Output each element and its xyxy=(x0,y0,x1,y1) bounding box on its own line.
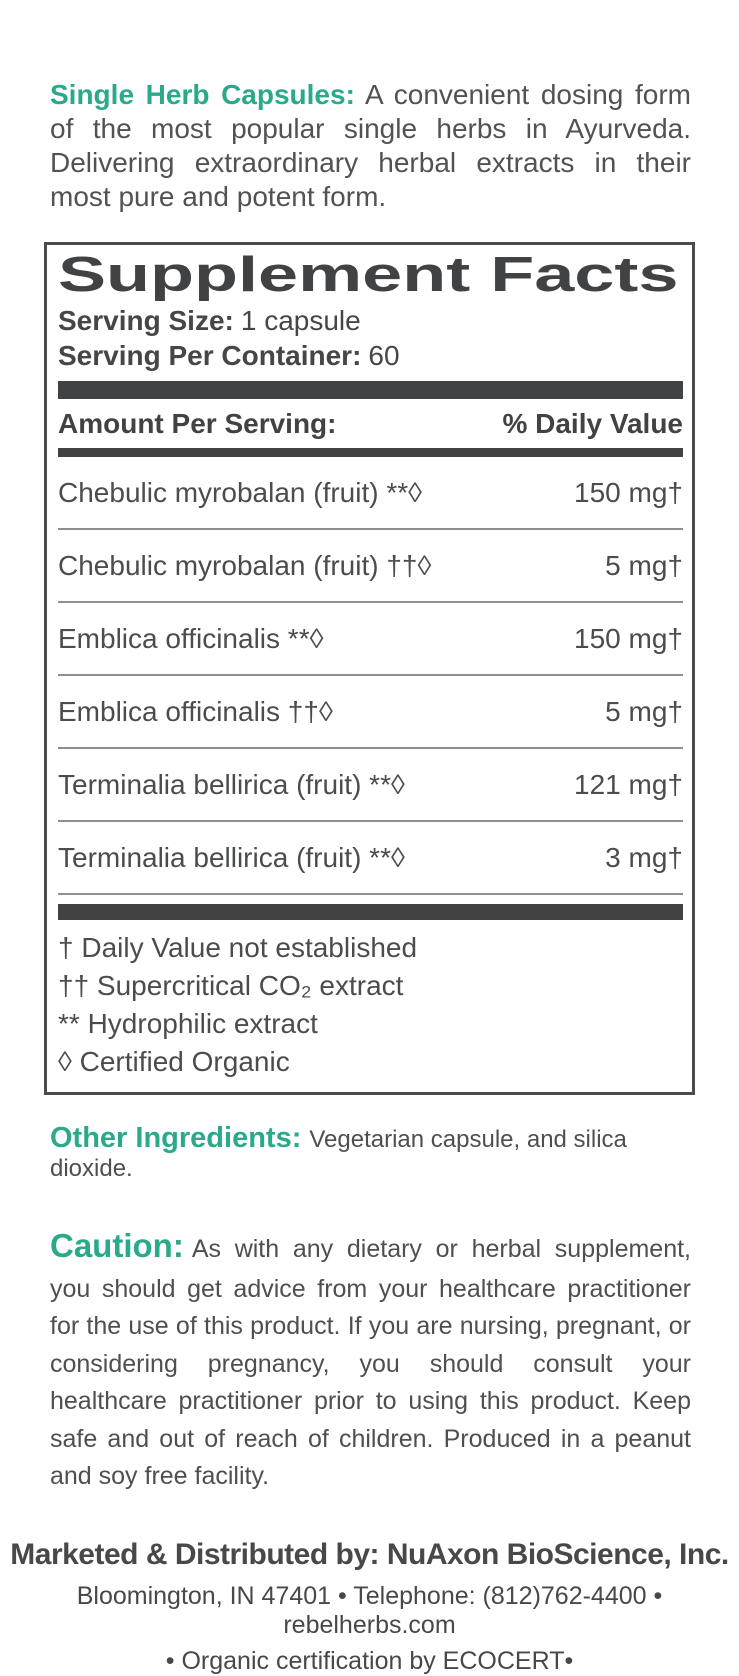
supplement-facts-title-row: Supplement Facts xyxy=(58,247,683,303)
amount-per-serving-header: Amount Per Serving: xyxy=(58,408,337,440)
caution-text: As with any dietary or herbal supplement… xyxy=(50,1235,691,1491)
intro-label: Single Herb Capsules: xyxy=(50,79,355,110)
servings-per-container-label: Serving Per Container: xyxy=(58,339,362,371)
supplement-facts-title: Supplement Facts xyxy=(58,247,679,302)
footer-block: Marketed & Distributed by: NuAxon BioSci… xyxy=(0,1538,739,1676)
other-ingredients-label: Other Ingredients: xyxy=(50,1122,302,1155)
table-row: Emblica officinalis **◊ 150 mg† xyxy=(58,603,683,677)
serving-size-label: Serving Size: xyxy=(58,304,234,336)
footnote-certified-organic: ◊ Certified Organic xyxy=(58,1045,290,1077)
footnote-daily-value: † Daily Value not established xyxy=(58,932,418,964)
table-row: Terminalia bellirica (fruit) **◊ 121 mg† xyxy=(58,749,683,823)
label-page: Single Herb Capsules: A convenient dosin… xyxy=(0,78,739,1675)
footnotes-block: † Daily Value not established †† Supercr… xyxy=(58,920,683,1084)
intro-paragraph: Single Herb Capsules: A convenient dosin… xyxy=(50,78,691,215)
divider-closing-bar xyxy=(58,904,683,921)
caution-label: Caution: xyxy=(50,1227,184,1265)
other-ingredients-paragraph: Other Ingredients: Vegetarian capsule, an… xyxy=(50,1122,691,1183)
ingredient-amount: 3 mg† xyxy=(605,842,683,874)
table-column-header: Amount Per Serving: % Daily Value xyxy=(58,399,683,448)
other-ingredients-text: Vegetarian capsule, and silica dioxide. xyxy=(50,1126,627,1183)
divider-medium-bar xyxy=(58,448,683,458)
serving-size-value: 1 capsule xyxy=(240,304,361,336)
ingredient-name: Terminalia bellirica (fruit) **◊ xyxy=(58,769,405,801)
ingredient-amount: 5 mg† xyxy=(605,550,683,582)
ingredient-name: Emblica officinalis **◊ xyxy=(58,623,324,655)
servings-per-container-value: 60 xyxy=(368,339,400,371)
supplement-facts-panel: Supplement Facts Serving Size: 1 capsule … xyxy=(44,241,695,1096)
table-row: Emblica officinalis ††◊ 5 mg† xyxy=(58,676,683,750)
footnote-supercritical: †† Supercritical CO₂ extract xyxy=(58,969,404,1001)
ingredient-name: Chebulic myrobalan (fruit) ††◊ xyxy=(58,550,432,582)
table-row: Terminalia bellirica (fruit) **◊ 3 mg† xyxy=(58,822,683,896)
divider-thick-bar xyxy=(58,381,683,400)
ingredient-amount: 150 mg† xyxy=(574,623,683,655)
ingredient-name: Terminalia bellirica (fruit) **◊ xyxy=(58,842,405,874)
table-row: Chebulic myrobalan (fruit) **◊ 150 mg† xyxy=(58,457,683,531)
table-row: Chebulic myrobalan (fruit) ††◊ 5 mg† xyxy=(58,530,683,604)
ingredient-amount: 150 mg† xyxy=(574,477,683,509)
distributor-line: Marketed & Distributed by: NuAxon BioSci… xyxy=(10,1537,729,1571)
ingredient-name: Chebulic myrobalan (fruit) **◊ xyxy=(58,477,422,509)
serving-size-line: Serving Size: 1 capsule xyxy=(58,303,683,338)
servings-per-container-line: Serving Per Container: 60 xyxy=(58,338,683,373)
daily-value-header: % Daily Value xyxy=(502,408,683,440)
footnote-hydrophilic: ** Hydrophilic extract xyxy=(58,1007,318,1039)
intro-text: A convenient dosing form of the most pop… xyxy=(50,79,691,213)
ingredient-name: Emblica officinalis ††◊ xyxy=(58,696,333,728)
ingredient-amount: 5 mg† xyxy=(605,696,683,728)
contact-line: Bloomington, IN 47401 • Telephone: (812)… xyxy=(76,1581,663,1639)
ingredient-amount: 121 mg† xyxy=(574,769,683,801)
caution-paragraph: Caution: As with any dietary or herbal su… xyxy=(50,1221,691,1496)
certification-line: • Organic certification by ECOCERT• xyxy=(165,1646,574,1675)
